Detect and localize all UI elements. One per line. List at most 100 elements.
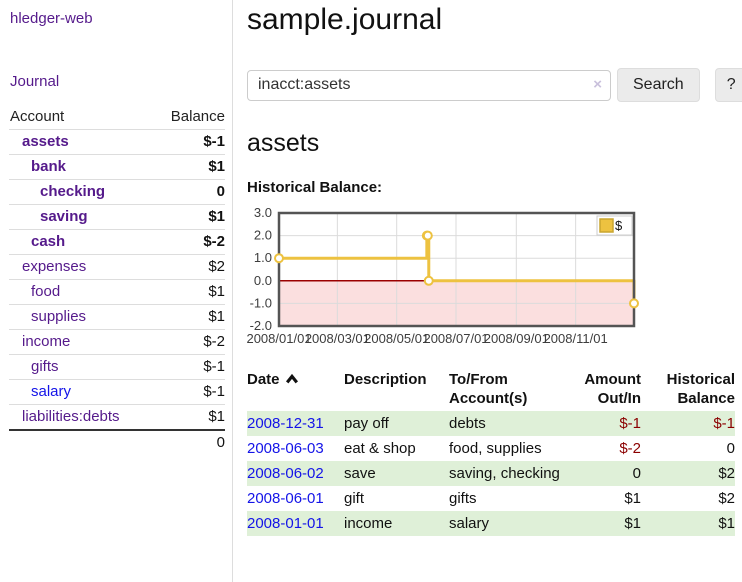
transaction-balance: $1 [718,515,735,532]
svg-text:2008/07/01: 2008/07/01 [423,331,488,346]
transaction-accounts: saving, checking [449,465,560,482]
account-row: income $-2 [9,329,225,355]
transaction-balance: 0 [726,440,735,457]
svg-text:-1.0: -1.0 [250,295,272,310]
table-row: 2008-06-03 eat & shop food, supplies $-2 0 [247,436,735,461]
column-header-accounts: To/From Account(s) [449,371,528,407]
clear-search-icon[interactable]: × [593,75,602,93]
sort-ascending-icon [285,373,298,384]
transaction-date-link[interactable]: 2008-06-01 [247,490,324,507]
accounts-header-balance: Balance [153,106,225,130]
legend-label: $ [615,218,623,233]
historical-balance-chart: 3.0 2.0 1.0 0.0 -1.0 -2.0 2008/01/01 2008/03/01… [246,205,649,351]
table-row: 2008-12-31 pay off debts $-1 $-1 [247,411,735,436]
table-row: 2008-01-01 income salary $1 $1 [247,511,735,536]
help-button[interactable]: ? [714,68,742,102]
account-row: checking 0 [9,179,225,205]
transaction-amount: $1 [624,515,641,532]
transaction-description: save [344,465,376,482]
accounts-total-value: 0 [153,429,225,455]
account-row: bank $1 [9,154,225,180]
column-header-balance: Historical Balance [666,371,735,407]
transaction-accounts: debts [449,415,486,432]
transaction-description: eat & shop [344,440,416,457]
transaction-accounts: food, supplies [449,440,542,457]
chart-title: Historical Balance: [247,179,383,196]
transaction-date-link[interactable]: 2008-06-02 [247,465,324,482]
svg-text:0.0: 0.0 [254,273,272,288]
search-box: × [247,69,611,101]
transaction-date-link[interactable]: 2008-12-31 [247,415,324,432]
main-panel: sample.journal × Search ? assets Histori… [233,0,742,582]
column-header-description: Description [344,371,427,388]
svg-text:2008/05/01: 2008/05/01 [364,331,429,346]
account-balance: 0 [153,179,225,205]
transaction-date-link[interactable]: 2008-01-01 [247,515,324,532]
transaction-date-link[interactable]: 2008-06-03 [247,440,324,457]
account-link[interactable]: liabilities:debts [22,408,120,425]
legend-swatch [599,218,614,233]
transaction-balance: $2 [718,465,735,482]
account-row: salary $-1 [9,379,225,405]
accounts-total-row: 0 [9,429,225,455]
account-balance: $-1 [153,379,225,405]
column-header-amount: Amount Out/In [584,371,641,407]
transaction-accounts: salary [449,515,490,532]
account-link[interactable]: assets [22,133,69,150]
svg-text:3.0: 3.0 [254,205,272,220]
account-link[interactable]: checking [40,183,106,200]
account-balance: $2 [153,254,225,280]
search-button[interactable]: Search [617,68,700,102]
transactions-table: Date Description To/From Account(s) Amou… [247,368,735,536]
transaction-amount: $-2 [619,440,641,457]
account-balance: $1 [153,154,225,180]
svg-text:1.0: 1.0 [254,250,272,265]
svg-text:2008/01/01: 2008/01/01 [246,331,311,346]
account-row: saving $1 [9,204,225,230]
account-link[interactable]: bank [31,158,67,175]
account-link[interactable]: cash [31,233,66,250]
accounts-table: Account Balance assets $-1 bank $1 checking 0… [9,106,225,455]
app-title-link[interactable]: hledger-web [10,10,93,27]
svg-text:2008/09/01: 2008/09/01 [484,331,549,346]
sidebar: hledger-web Journal Account Balance asse… [0,0,233,582]
account-balance: $1 [153,304,225,330]
transaction-amount: $1 [624,490,641,507]
account-link[interactable]: food [31,283,61,300]
accounts-header-row: Account Balance [9,106,225,130]
account-link[interactable]: supplies [31,308,87,325]
account-balance: $1 [153,404,225,431]
account-row: food $1 [9,279,225,305]
transaction-amount: 0 [632,465,641,482]
account-link[interactable]: salary [31,383,72,400]
account-balance: $-1 [153,354,225,380]
table-row: 2008-06-02 save saving, checking 0 $2 [247,461,735,486]
page-title: sample.journal [247,3,443,36]
svg-text:2008/11/01: 2008/11/01 [544,331,608,346]
svg-text:-2.0: -2.0 [250,318,272,333]
transaction-balance: $-1 [713,415,735,432]
column-header-date[interactable]: Date [247,368,344,411]
svg-text:2008/03/01: 2008/03/01 [305,331,370,346]
account-balance: $-2 [153,329,225,355]
transaction-description: income [344,515,393,532]
account-balance: $1 [153,279,225,305]
account-heading: assets [247,129,320,157]
account-row: gifts $-1 [9,354,225,380]
transaction-amount: $-1 [619,415,641,432]
svg-text:2.0: 2.0 [254,228,272,243]
account-link[interactable]: gifts [31,358,59,375]
account-balance: $1 [153,204,225,230]
transaction-description: pay off [344,415,389,432]
account-row: liabilities:debts $1 [9,404,225,431]
search-form: × Search ? [247,68,742,102]
account-link[interactable]: income [22,333,71,350]
journal-link[interactable]: Journal [10,73,60,90]
accounts-header-account: Account [9,106,154,130]
account-balance: $-1 [153,129,225,155]
search-input[interactable] [247,69,611,101]
account-link[interactable]: expenses [22,258,87,275]
account-link[interactable]: saving [40,208,88,225]
account-row: expenses $2 [9,254,225,280]
